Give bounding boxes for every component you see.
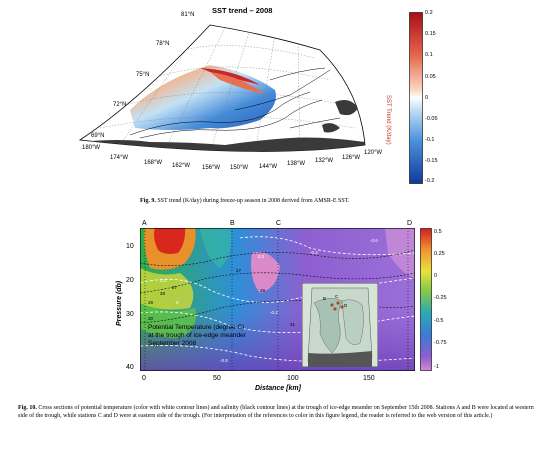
fig9-cb-tick: -0.2	[425, 178, 435, 184]
land-islands	[335, 100, 358, 116]
fig10-caption-text: Cross sections of potential temperature …	[18, 405, 534, 419]
sst-warm-band	[210, 72, 265, 94]
lon-label: 120°W	[364, 150, 383, 156]
y-tick: 20	[126, 277, 134, 284]
fig9-cb-tick: -0.05	[425, 116, 438, 122]
contour-label: 27	[236, 268, 242, 273]
lon-label: 180°W	[82, 145, 101, 151]
contour-label: -0.4	[310, 250, 318, 255]
fig10-xlabel: Distance [km]	[255, 385, 301, 392]
contour-label: 28	[260, 288, 266, 293]
station-label: C	[276, 220, 282, 227]
contour-label: -0.8	[220, 358, 228, 363]
contour-label: -0.2	[270, 310, 278, 315]
lat-label: 75°N	[136, 72, 150, 78]
fig9-cb-tick: 0.1	[425, 52, 433, 58]
x-tick: 50	[213, 375, 221, 382]
lon-label: 150°W	[230, 165, 249, 171]
fig9-map	[78, 24, 366, 152]
lon-label: 132°W	[315, 158, 334, 164]
fig10-colorbar	[420, 228, 432, 371]
lon-label: 126°W	[342, 155, 361, 161]
lat-label: 81°N	[181, 12, 195, 18]
land-alaska	[80, 137, 365, 152]
fig9-colorbar-label: SST Trend (K/day)	[385, 95, 391, 145]
y-tick: 30	[126, 311, 134, 318]
contour-label: 0.2	[258, 254, 265, 259]
fig10-cb-tick: 0.5	[434, 229, 442, 235]
station-label: D	[407, 220, 413, 227]
fig9-cb-tick: 0	[425, 95, 429, 101]
lat-label: 69°N	[91, 133, 105, 139]
y-tick: 40	[126, 364, 134, 371]
lon-label: 156°W	[202, 165, 221, 171]
fig10-cb-tick: 0.25	[434, 251, 445, 257]
x-tick: 0	[142, 375, 146, 382]
contour-label: 29	[148, 300, 154, 305]
x-tick: 150	[363, 375, 375, 382]
lat-label: 78°N	[156, 41, 170, 47]
fig9-cb-tick: 0.05	[425, 74, 436, 80]
fig10-cb-tick: -0.25	[434, 295, 447, 301]
station-label: B	[230, 220, 235, 227]
fig10-cb-tick: -0.5	[434, 318, 444, 324]
fig10-caption-label: Fig. 10.	[18, 405, 37, 411]
lon-label: 144°W	[259, 164, 278, 170]
x-tick: 100	[287, 375, 299, 382]
contour-label: 0.2	[160, 278, 167, 283]
fig9-caption-text: SST trend (K/day) during freeze-up seaso…	[157, 198, 350, 204]
fig10-cb-tick: -1	[434, 364, 439, 370]
contour-label: -0.6	[370, 238, 378, 243]
contour-label: 31	[290, 322, 296, 327]
fig10-cb-tick: -0.75	[434, 340, 447, 346]
inset-station-label: D	[344, 303, 348, 308]
contour-label: 0	[176, 300, 179, 305]
lon-label: 162°W	[172, 163, 191, 169]
annotation-line: at the trough of ice-edge meander	[148, 332, 246, 339]
fig9-title: SST trend – 2008	[212, 6, 273, 15]
contour-label: 27	[172, 285, 178, 290]
inset-station-label: B	[323, 296, 327, 301]
fig9-cb-tick: 0.2	[425, 10, 433, 16]
lon-label: 138°W	[287, 161, 306, 167]
lon-label: 174°W	[110, 155, 129, 161]
contour-label: 28	[160, 291, 166, 296]
land-banks	[322, 123, 340, 133]
fig9-caption: Fig. 9. SST trend (K/day) during freeze-…	[140, 198, 349, 206]
y-tick: 10	[126, 243, 134, 250]
fig9-colorbar	[409, 12, 423, 184]
fig9-cb-tick: 0.15	[425, 31, 436, 37]
fig10-cb-tick: 0	[434, 273, 438, 279]
lon-label: 168°W	[144, 160, 163, 166]
annotation-line: Potential Temperature (degree C)	[148, 324, 245, 331]
lat-label: 72°N	[113, 102, 127, 108]
fig9-cb-tick: -0.1	[425, 137, 435, 143]
fig10-inset-map	[302, 283, 378, 367]
fig10-ylabel: Pressure (db)	[116, 280, 123, 326]
inset-station-label: C	[335, 294, 339, 299]
section-annotation: Potential Temperature (degree C) at the …	[148, 324, 246, 348]
annotation-line: September 2008	[148, 340, 197, 347]
station-label: A	[142, 220, 147, 227]
contour-label: 30	[148, 316, 154, 321]
fig9-cb-tick: -0.15	[425, 158, 438, 164]
fig9-caption-label: Fig. 9.	[140, 198, 156, 204]
fig10-caption: Fig. 10. Cross sections of potential tem…	[18, 405, 544, 420]
